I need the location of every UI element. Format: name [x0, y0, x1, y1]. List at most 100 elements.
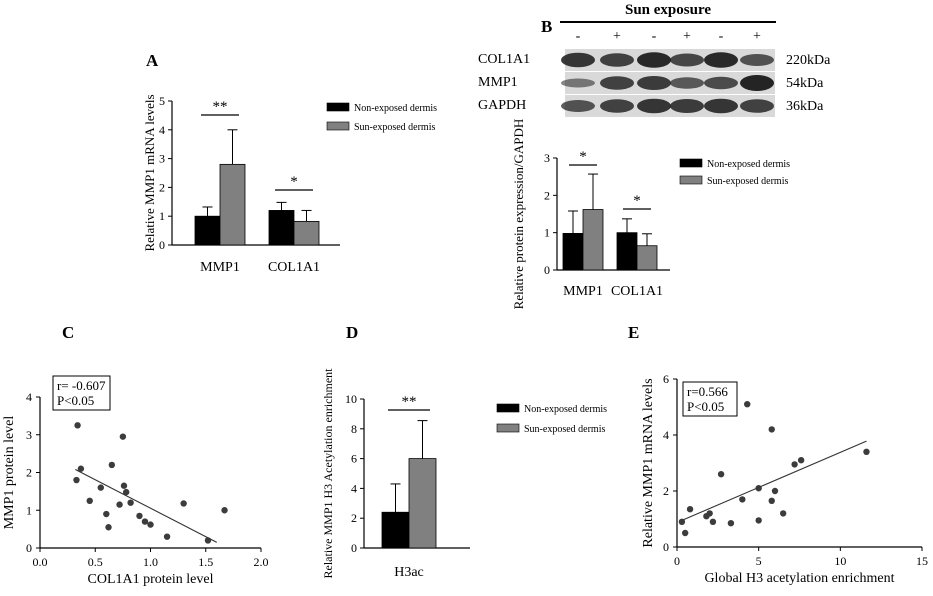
panel-c-letter: C: [62, 323, 74, 342]
stats-text: r=0.566: [687, 384, 728, 399]
blot-band: [561, 100, 595, 112]
data-point: [116, 501, 123, 508]
blot-band: [670, 99, 704, 113]
band-protein-label: GAPDH: [478, 98, 526, 113]
blot-band: [637, 52, 671, 68]
y-tick-label: 0: [663, 540, 669, 554]
data-point: [103, 510, 110, 518]
y-tick-label: 4: [26, 390, 32, 404]
blot-row: COL1A1 220kDa: [478, 49, 831, 71]
data-point: [147, 521, 154, 528]
blot-rows: COL1A1 220kDa MMP1 54kDa GAPDH 36kDa: [478, 49, 831, 117]
data-point: [739, 496, 746, 503]
lane-markers: - + - + - +: [576, 29, 761, 44]
y-tick-label: 6: [663, 372, 669, 386]
blot-band: [561, 78, 595, 88]
blot-band: [740, 54, 774, 66]
legend-swatch: [326, 121, 350, 131]
data-point: [127, 499, 134, 506]
legend-label: Non-exposed dermis: [524, 404, 607, 415]
y-axis-label: Relative MMP1 mRNA levels: [142, 94, 157, 251]
blot-band: [600, 53, 634, 67]
legend-label: Sun-exposed dermis: [707, 176, 788, 187]
data-point: [797, 457, 805, 464]
y-tick-label: 8: [351, 422, 357, 436]
lane-marker: -: [652, 29, 657, 44]
blot-band: [670, 77, 704, 89]
blot-band: [561, 52, 595, 68]
band-size-label: 54kDa: [786, 76, 824, 91]
x-axis-label: Global H3 acetylation enrichment: [704, 571, 894, 586]
band-protein-label: COL1A1: [478, 52, 530, 67]
legend-label: Non-exposed dermis: [707, 159, 790, 170]
data-point: [141, 518, 149, 525]
y-tick-label: 0: [159, 238, 165, 252]
bar: [408, 458, 437, 549]
data-point: [863, 448, 870, 455]
blot-band: [670, 53, 704, 67]
stats-text: P<0.05: [687, 399, 724, 414]
y-tick-label: 1: [544, 226, 550, 240]
blot-band: [704, 76, 738, 90]
data-point: [771, 487, 779, 495]
data-point: [686, 506, 694, 513]
y-tick-label: 4: [351, 481, 357, 495]
x-tick-label: 1.0: [143, 555, 158, 569]
panel-a-letter: A: [146, 51, 159, 70]
blot-band: [637, 98, 671, 114]
data-point: [77, 465, 85, 472]
bar: [636, 245, 658, 271]
data-point: [755, 517, 762, 524]
legend-label: Sun-exposed dermis: [354, 122, 435, 133]
legend-swatch: [496, 423, 520, 433]
y-tick-label: 3: [26, 428, 32, 442]
data-point: [74, 422, 81, 429]
data-point: [120, 482, 128, 489]
y-tick-label: 0: [26, 541, 32, 555]
category-label: MMP1: [563, 284, 603, 299]
bar: [268, 210, 295, 246]
blot-band: [704, 52, 738, 68]
y-tick-label: 10: [345, 392, 357, 406]
data-point: [163, 533, 171, 540]
data-point: [681, 529, 689, 537]
lane-marker: +: [753, 29, 761, 44]
regression-line: [75, 468, 218, 543]
y-tick-label: 2: [159, 180, 165, 194]
lane-marker: -: [719, 29, 724, 44]
significance-mark: *: [633, 193, 641, 209]
blot-band: [600, 76, 634, 90]
category-label: H3ac: [394, 565, 424, 580]
blot-band: [740, 99, 774, 113]
x-tick-label: 5: [756, 554, 762, 568]
data-point: [221, 507, 228, 514]
band-size-label: 220kDa: [786, 53, 831, 68]
y-tick-label: 5: [159, 94, 165, 108]
blot-band: [637, 76, 671, 90]
legend-label: Sun-exposed dermis: [524, 424, 605, 435]
data-point: [105, 524, 112, 531]
legend-swatch: [496, 403, 520, 413]
y-tick-label: 4: [663, 428, 669, 442]
y-axis-label: Relative MMP1 H3 Acetylation enrichment: [321, 368, 335, 579]
bar: [381, 511, 410, 549]
bar: [562, 233, 584, 271]
y-axis-label: Relative MMP1 mRNA levels: [641, 378, 656, 547]
blot-band: [600, 99, 634, 113]
blot-row: GAPDH 36kDa: [478, 95, 824, 117]
western-blot: Sun exposure - + - + - + COL1A1 220kDa MMP1 54kD…: [478, 2, 831, 117]
scatter-chart-e: 0 5 10 15 0 2 4 6 Global H3 acetylation enrichme…: [641, 372, 928, 586]
lane-marker: +: [683, 29, 691, 44]
y-tick-label: 0: [544, 263, 550, 277]
legend-swatch: [326, 102, 350, 112]
data-point: [717, 471, 725, 478]
scatter-chart-c: 0.0 0.5 1.0 1.5 2.0 0 1 2 3 4 COL1A1 protein level…: [2, 375, 269, 587]
blot-band: [704, 98, 738, 114]
y-tick-label: 3: [159, 152, 165, 166]
category-label: COL1A1: [268, 260, 320, 275]
bar: [293, 220, 320, 246]
y-tick-label: 1: [159, 209, 165, 223]
data-point: [86, 497, 93, 505]
